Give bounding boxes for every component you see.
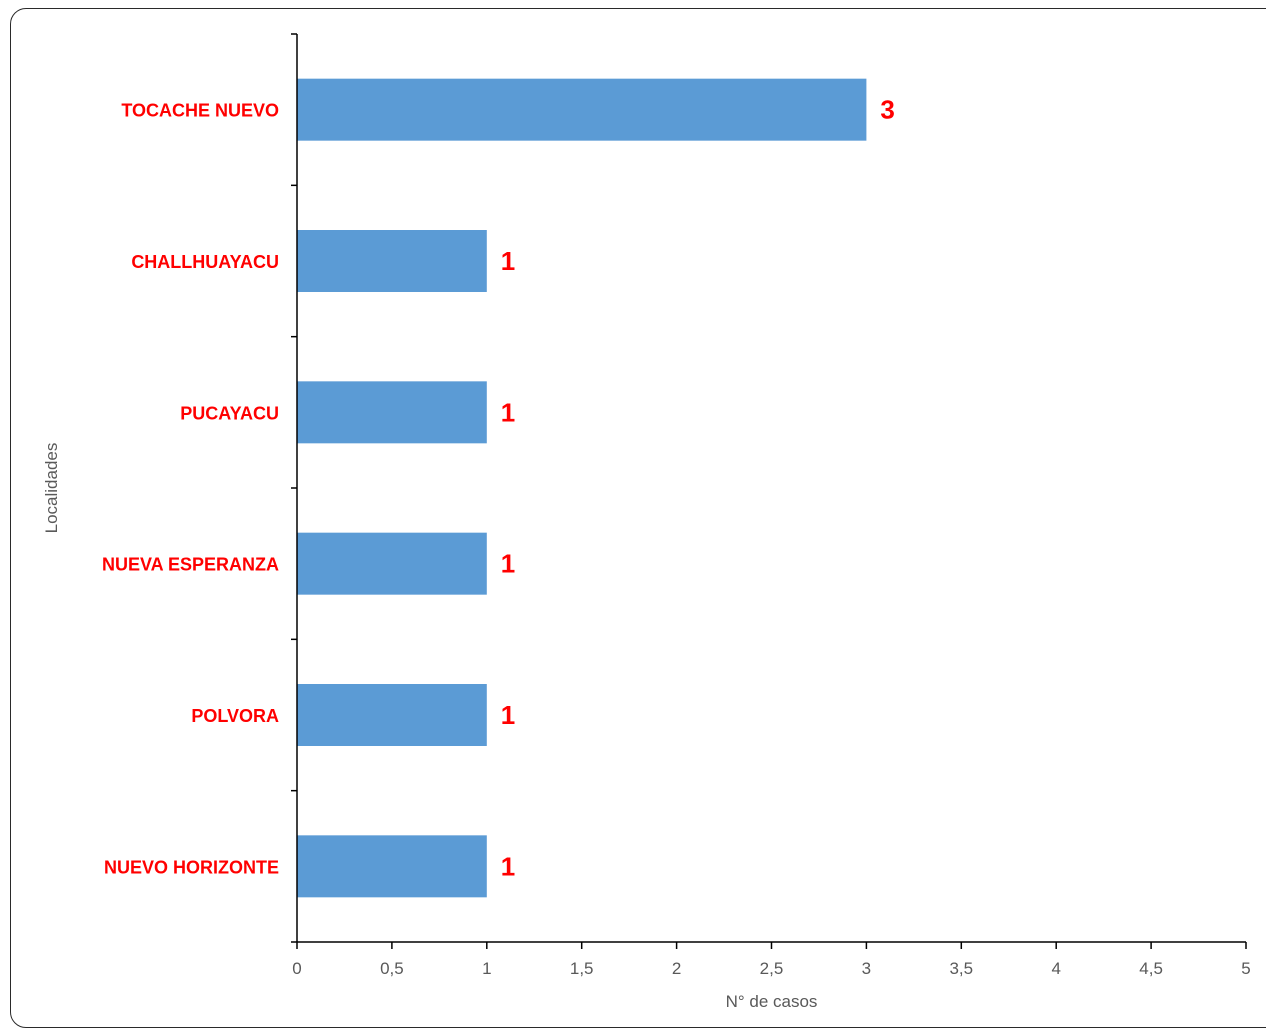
x-axis-title: N° de casos [726,992,818,1011]
x-tick-label: 0 [292,959,301,978]
bar [297,532,487,595]
bar [297,684,487,746]
x-tick-label: 2,5 [760,959,784,978]
data-label: 1 [501,700,515,730]
x-tick-label: 3,5 [949,959,973,978]
x-tick-label: 4,5 [1139,959,1163,978]
category-label: CHALLHUAYACU [131,252,279,272]
category-label: NUEVA ESPERANZA [102,555,279,575]
data-label: 1 [501,397,515,427]
category-label: NUEVO HORIZONTE [104,857,279,877]
x-tick-label: 2 [672,959,681,978]
bars-group [297,78,867,898]
x-tick-label: 0,5 [380,959,404,978]
x-tick-label: 1 [482,959,491,978]
data-label: 3 [880,95,894,125]
data-label: 1 [501,246,515,276]
bar [297,835,487,898]
category-label: TOCACHE NUEVO [121,101,279,121]
x-tick-label: 4 [1051,959,1060,978]
bar [297,230,487,292]
data-labels-group: 3 1 1 1 1 1 [501,95,895,882]
bar [297,381,487,444]
x-tick-label: 3 [862,959,871,978]
axes-group [291,33,1247,949]
category-label: POLVORA [191,706,279,726]
chart-frame [10,8,1266,1028]
y-axis-title: Localidades [42,443,61,534]
data-label: 1 [501,549,515,579]
category-label: PUCAYACU [180,403,279,423]
bar [297,78,867,141]
x-tick-labels-group: 0 0,5 1 1,5 2 2,5 3 3,5 4 4,5 5 [292,959,1250,978]
x-tick-label: 1,5 [570,959,594,978]
x-tick-label: 5 [1241,959,1250,978]
category-labels-group: TOCACHE NUEVO CHALLHUAYACU PUCAYACU NUEVA E… [102,101,279,878]
data-label: 1 [501,851,515,881]
